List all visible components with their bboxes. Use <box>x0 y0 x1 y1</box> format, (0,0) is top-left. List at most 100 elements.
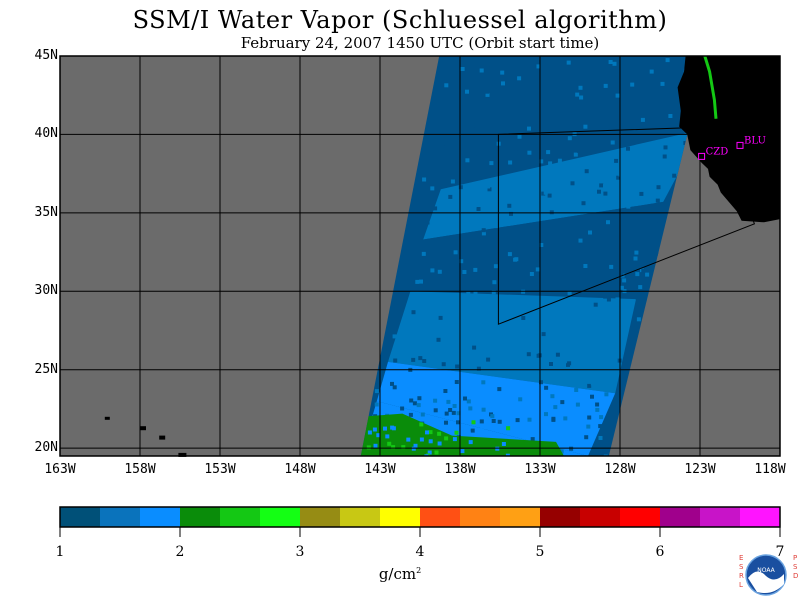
swath-pixel <box>455 364 460 369</box>
swath-pixel <box>606 254 611 258</box>
green-pixel <box>401 445 406 450</box>
swath-pixel <box>569 446 574 451</box>
swath-pixel <box>581 201 586 206</box>
colorbar-tick-label: 2 <box>175 544 185 560</box>
green-pixel <box>390 425 395 430</box>
swath-pixel <box>604 144 609 148</box>
swath-pixel <box>492 280 497 285</box>
colorbar-tick-label: 3 <box>295 544 305 560</box>
colorbar-swatch <box>540 507 581 527</box>
swath-pixel <box>590 381 595 386</box>
swath-pixel <box>573 234 578 238</box>
swath-pixel <box>604 392 609 397</box>
swath-pixel <box>578 238 583 243</box>
swath-pixel <box>577 149 582 153</box>
swath-pixel <box>404 252 409 256</box>
swath-pixel <box>456 420 460 425</box>
swath-pixel <box>473 267 478 272</box>
swath-pixel <box>491 419 496 423</box>
map-subtitle: February 24, 2007 1450 UTC (Orbit start … <box>240 34 600 52</box>
swath-pixel <box>549 210 554 215</box>
colorbar-swatch <box>140 507 181 527</box>
swath-pixel <box>663 145 668 150</box>
green-pixel <box>444 436 449 441</box>
swath-pixel <box>657 155 662 160</box>
hawaii-island-icon <box>140 426 146 431</box>
swath-pixel <box>502 97 507 102</box>
green-pixel <box>367 430 372 435</box>
swath-pixel <box>598 424 603 429</box>
swath-pixel <box>594 76 599 81</box>
swath-pixel <box>508 257 513 262</box>
swath-pixel <box>604 351 609 355</box>
swath-pixel <box>517 134 522 139</box>
swath-pixel <box>438 300 443 305</box>
latitude-tick-label: 25N <box>34 361 58 377</box>
swath-pixel <box>490 414 495 419</box>
swath-pixel <box>444 411 449 416</box>
swath-pixel <box>638 285 643 290</box>
swath-pixel <box>603 294 608 299</box>
swath-pixel <box>579 95 584 100</box>
swath-pixel <box>492 313 496 318</box>
colorbar-swatch <box>180 507 221 527</box>
swath-pixel <box>544 104 549 109</box>
swath-pixel <box>444 420 448 425</box>
swath-pixel <box>473 291 478 295</box>
green-pixel <box>466 431 471 436</box>
swath-pixel <box>521 316 526 320</box>
swath-pixel <box>416 403 421 408</box>
swath-pixel <box>610 140 615 145</box>
colorbar-swatch <box>340 507 381 527</box>
swath-pixel <box>518 397 523 402</box>
swath-pixel <box>418 356 423 361</box>
swath-pixel <box>636 317 641 322</box>
colorbar-tick-label: 5 <box>535 544 545 560</box>
swath-pixel <box>570 181 575 186</box>
swath-pixel <box>574 388 579 392</box>
swath-pixel <box>595 407 600 412</box>
longitude-tick-label: 143W <box>364 462 396 477</box>
swath-pixel <box>453 229 458 234</box>
swath-pixel <box>500 70 505 75</box>
swath-pixel <box>672 173 677 178</box>
swath-pixel <box>465 89 469 94</box>
green-pixel <box>424 454 429 456</box>
swath-pixel <box>497 387 502 392</box>
swath-pixel <box>409 398 414 403</box>
swath-pixel <box>408 412 413 417</box>
swath-pixel <box>608 60 613 64</box>
coastal-green-fringe <box>703 55 718 119</box>
green-pixel <box>495 446 500 451</box>
swath-pixel <box>509 211 513 216</box>
swath-pixel <box>521 365 526 370</box>
swath-pixel <box>615 93 620 98</box>
colorbar-swatch <box>100 507 141 527</box>
colorbar-tick-label: 7 <box>775 544 785 560</box>
swath-pixel <box>472 345 477 350</box>
swath-pixel <box>548 161 553 166</box>
swath-pixel <box>502 166 507 170</box>
swath-pixel <box>444 83 449 88</box>
swath-pixel <box>567 136 572 141</box>
map-title: SSM/I Water Vapor (Schluessel algorithm) <box>132 6 668 34</box>
swath-pixel <box>599 71 604 76</box>
swath-pixel <box>460 67 465 71</box>
swath-pixel <box>425 220 430 225</box>
swath-pixel <box>450 179 455 184</box>
swath-pixel <box>554 379 559 384</box>
green-pixel <box>411 446 416 451</box>
swath-pixel <box>634 250 639 255</box>
analysis-region-outline <box>497 126 756 325</box>
swath-pixel <box>626 133 631 138</box>
swath-pixel <box>446 399 451 404</box>
swath-pixel <box>392 334 397 339</box>
swath-pixel <box>437 76 442 80</box>
swath-pixel <box>443 389 448 393</box>
swath-pixel <box>433 408 438 413</box>
swath-pixel <box>481 228 486 233</box>
swath-pixel <box>383 342 388 347</box>
swath-pixel <box>573 152 578 157</box>
swath-pixel <box>461 228 466 233</box>
